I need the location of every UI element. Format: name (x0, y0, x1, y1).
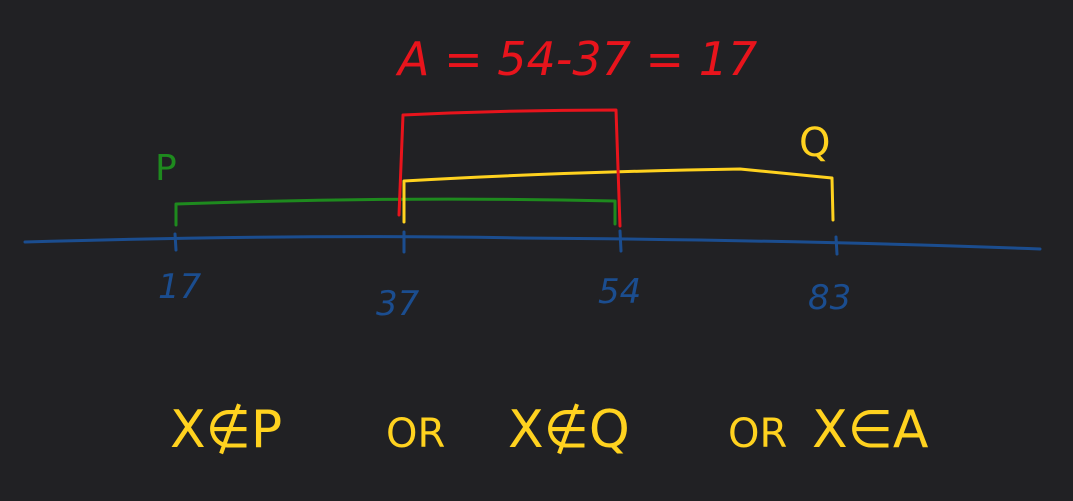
set-q-bracket (402, 167, 835, 224)
set-p-label: P (155, 148, 177, 189)
expression-x-not-in-q: X∉Q (508, 400, 630, 460)
title-equation: A = 54-37 = 17 (395, 32, 757, 86)
tick-label-54: 54 (598, 272, 641, 312)
expression-x-not-in-p: X∉P (170, 400, 282, 460)
expression-or-1: OR (386, 411, 445, 457)
number-line (23, 235, 1042, 251)
tick-mark-83 (834, 235, 839, 256)
tick-label-17: 17 (158, 267, 202, 307)
set-a-bracket (397, 108, 622, 228)
tick-mark-17 (173, 232, 178, 252)
expression-or-2: OR (728, 411, 787, 457)
tick-label-37: 37 (376, 284, 420, 324)
set-q-label: Q (799, 120, 830, 166)
expression-x-in-a: X∈A (812, 400, 929, 460)
tick-label-83: 83 (808, 278, 851, 318)
tick-mark-54 (618, 229, 623, 253)
set-p-bracket (174, 197, 617, 227)
